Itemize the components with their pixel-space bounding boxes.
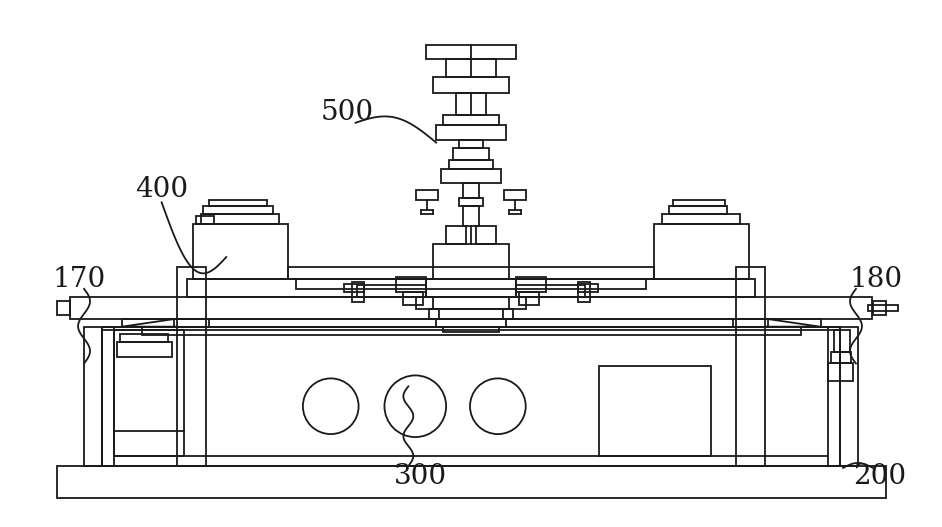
Bar [296,279,646,289]
Bar [351,282,364,302]
Bar [426,279,516,297]
Bar [476,226,495,244]
Bar [519,292,539,305]
Bar [828,327,840,466]
Bar [433,297,509,309]
Bar [122,319,821,327]
Bar [873,301,885,315]
Text: 400: 400 [135,177,187,203]
Bar [868,305,898,311]
Bar [57,301,70,315]
Bar [453,148,489,160]
Bar [447,226,466,244]
Text: 170: 170 [52,266,106,293]
Bar [433,244,509,279]
Bar [673,200,724,206]
Bar [403,292,423,305]
Bar [840,327,858,466]
Bar [202,214,279,224]
Bar [436,125,506,140]
Bar [733,319,769,327]
Text: 180: 180 [850,266,903,293]
Bar [736,267,766,466]
Bar [197,216,215,224]
Bar [436,319,506,327]
Bar [357,285,426,297]
Bar [459,198,483,206]
Bar [504,190,526,200]
Bar [578,282,591,302]
Bar [114,330,184,456]
Bar [120,334,168,341]
Bar [516,277,545,292]
Bar [662,214,739,224]
Bar [831,352,851,364]
Bar [288,267,654,279]
Bar [463,206,479,226]
Bar [433,77,509,93]
Bar [463,183,479,198]
Bar [447,59,495,77]
Bar [117,341,171,356]
Bar [449,160,493,170]
Bar [599,366,710,456]
Bar [459,140,483,148]
Text: 200: 200 [853,463,906,490]
Bar [176,267,206,466]
Bar [516,285,585,297]
Bar [430,309,512,319]
Bar [173,319,209,327]
Bar [187,279,755,297]
Bar [57,466,885,498]
Text: 300: 300 [394,463,447,490]
Bar [84,327,102,466]
Bar [443,115,499,125]
Bar [102,327,840,466]
Bar [654,224,749,279]
Bar [102,327,114,466]
Bar [397,277,426,292]
Bar [426,45,516,59]
Bar [441,170,501,183]
Bar [669,206,726,214]
Bar [209,200,268,206]
Bar [70,297,872,319]
Bar [834,330,850,352]
Bar [443,327,499,331]
Bar [141,327,802,335]
Bar [828,364,853,382]
Bar [416,190,438,200]
Bar [416,297,526,309]
Bar [193,224,288,279]
Bar [578,284,598,292]
Bar [344,284,364,292]
Text: 500: 500 [321,99,374,126]
Bar [439,309,503,319]
Bar [456,93,486,115]
Bar [203,206,273,214]
